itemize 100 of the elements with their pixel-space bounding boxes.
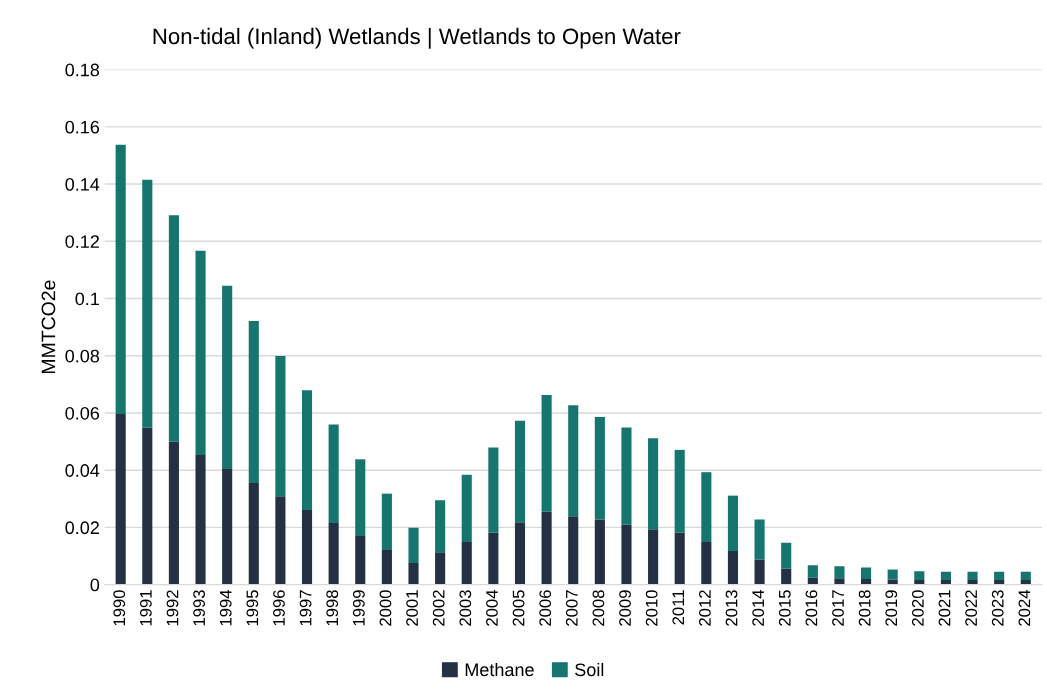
x-tick-label: 2010 — [645, 590, 658, 626]
bar — [115, 144, 126, 415]
bar — [1020, 571, 1031, 581]
y-tick-label: 0.02 — [65, 521, 99, 535]
x-tick-label: 2009 — [619, 590, 631, 626]
bar — [807, 565, 818, 578]
x-tick-label: 1998 — [326, 590, 339, 626]
bar — [301, 509, 313, 585]
bar — [301, 390, 313, 510]
x-tick-label: 2016 — [805, 590, 818, 626]
bar — [914, 571, 925, 581]
x-tick-label: 2021 — [938, 590, 951, 626]
bar — [887, 569, 898, 580]
x-tick-label: 2022 — [965, 590, 978, 626]
x-tick-label: 2023 — [991, 590, 1004, 626]
x-tick-label: 2008 — [592, 590, 605, 626]
bar — [967, 571, 978, 581]
x-tick-label: 1992 — [166, 590, 179, 626]
bar — [168, 215, 179, 442]
x-tick-label: 1991 — [139, 590, 152, 626]
bar — [355, 459, 366, 536]
x-tick-label: 2014 — [752, 589, 765, 626]
x-tick-label: 2012 — [699, 590, 711, 626]
bar — [435, 500, 446, 553]
bar — [727, 495, 739, 551]
y-tick-label: 0.18 — [65, 63, 100, 77]
x-tick-label: 2011 — [672, 590, 685, 625]
x-tick-label: 2005 — [512, 590, 525, 626]
bar — [834, 578, 845, 585]
bar — [408, 527, 419, 563]
bar — [355, 536, 366, 585]
x-tick-label: 1999 — [352, 590, 365, 626]
x-tick-label: 2002 — [432, 590, 445, 626]
bar — [514, 420, 526, 523]
bar — [222, 469, 233, 585]
bar — [754, 519, 765, 560]
bar — [514, 522, 526, 585]
x-tick-label: 2024 — [1018, 589, 1031, 626]
x-tick-label: 2018 — [858, 590, 871, 626]
bar — [568, 405, 579, 517]
y-tick-label: 0.04 — [65, 464, 100, 477]
bar — [488, 447, 499, 533]
bar — [727, 550, 739, 585]
y-tick-label: 0.16 — [65, 120, 100, 134]
bar — [940, 571, 951, 581]
bar — [568, 516, 579, 585]
bar — [381, 550, 392, 585]
y-axis-title: MMTCO2e — [41, 280, 56, 374]
x-tick-label: 2001 — [406, 590, 418, 626]
bar — [621, 524, 632, 585]
bar — [381, 493, 392, 551]
bar — [754, 559, 765, 585]
y-tick-label: 0.12 — [65, 235, 99, 248]
x-tick-label: 2003 — [459, 590, 472, 626]
bar — [887, 579, 898, 585]
legend-label: Soil — [575, 662, 604, 677]
bar — [248, 483, 259, 585]
bar — [328, 424, 339, 524]
bar — [701, 542, 712, 585]
bar — [674, 449, 685, 533]
bar — [621, 427, 632, 525]
bar — [967, 580, 978, 585]
bar — [701, 472, 712, 543]
x-tick-label: 1993 — [193, 590, 206, 626]
bar — [461, 542, 472, 585]
x-tick-label: 2019 — [885, 590, 898, 626]
x-tick-label: 2020 — [911, 590, 924, 626]
x-tick-label: 2004 — [486, 589, 498, 626]
x-tick-label: 2013 — [725, 590, 738, 626]
bar — [195, 455, 206, 585]
bar — [648, 438, 659, 530]
bar — [541, 511, 552, 585]
bar — [115, 414, 126, 585]
bar — [248, 321, 259, 484]
bar — [461, 474, 472, 543]
bar — [594, 416, 605, 520]
bar — [994, 571, 1005, 581]
x-tick-label: 2006 — [539, 590, 552, 626]
bar — [861, 567, 872, 579]
x-tick-label: 2000 — [379, 590, 392, 626]
y-tick-label: 0.14 — [65, 177, 100, 191]
x-tick-label: 2007 — [565, 590, 578, 626]
bar — [222, 285, 233, 470]
bar — [834, 566, 845, 579]
bar — [541, 394, 552, 512]
y-tick-label: 0.06 — [65, 406, 100, 420]
bar — [781, 542, 792, 569]
bar — [648, 529, 659, 585]
bar — [168, 441, 179, 585]
y-tick-label: 0.08 — [65, 349, 100, 363]
bar — [142, 427, 153, 585]
bar — [142, 179, 153, 428]
bar — [488, 532, 499, 585]
bar — [594, 519, 605, 585]
bar — [674, 532, 685, 585]
bar — [781, 568, 792, 585]
bar — [195, 250, 206, 456]
bar — [408, 562, 419, 585]
chart-title: Non-tidal (Inland) Wetlands | Wetlands to Open Water — [153, 27, 681, 49]
bar — [328, 523, 339, 585]
